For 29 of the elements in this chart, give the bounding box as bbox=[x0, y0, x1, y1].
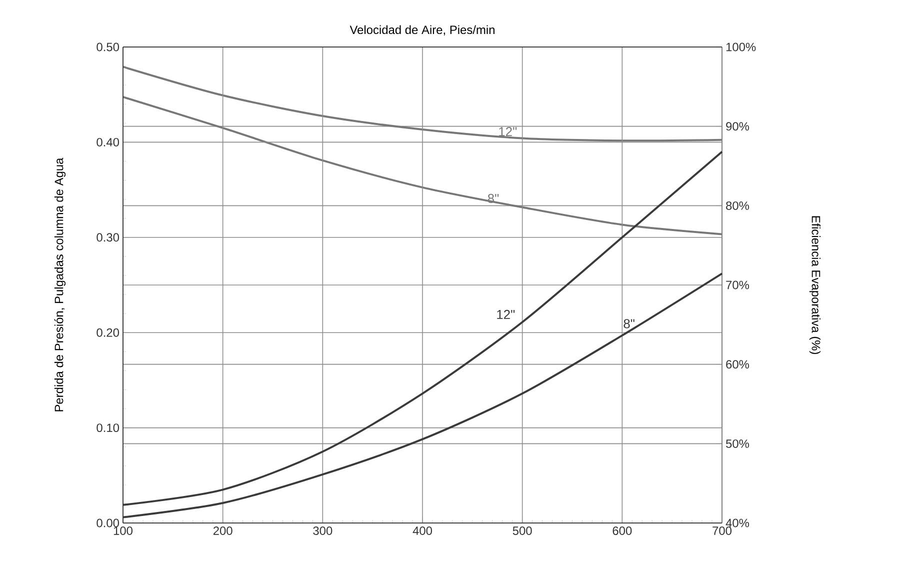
series-label: 8" bbox=[624, 319, 634, 328]
y2-tick-label: 70% bbox=[726, 280, 750, 290]
line-series bbox=[122, 96, 724, 236]
series-label: 12" bbox=[497, 310, 515, 319]
y-axis-title: Perdida de Presión, Pulgadas columna de Agua bbox=[54, 158, 66, 412]
series-label: 12" bbox=[499, 126, 517, 136]
y2-axis-title: Eficiencia Evaporativa (%) bbox=[809, 216, 821, 354]
y2-tick-label: 80% bbox=[726, 201, 750, 210]
y-tick-label: 0.10 bbox=[96, 424, 120, 432]
y2-tick-label: 90% bbox=[726, 122, 750, 131]
y-tick-label: 0.50 bbox=[96, 42, 120, 52]
x-tick-label: 200 bbox=[213, 526, 232, 535]
y2-tick-label: 100% bbox=[726, 42, 756, 52]
x-axis-title: Velocidad de Aire, Pies/min bbox=[350, 25, 494, 36]
line-series bbox=[122, 150, 724, 506]
y-tick-label: 0.40 bbox=[96, 138, 120, 146]
x-tick-label: 600 bbox=[612, 526, 632, 535]
y-tick-label: 0.30 bbox=[96, 233, 120, 242]
x-tick-label: 700 bbox=[712, 526, 732, 535]
y-tick-label: 0.20 bbox=[96, 328, 120, 337]
y2-tick-label: 60% bbox=[726, 360, 750, 369]
x-tick-label: 300 bbox=[313, 526, 332, 535]
x-tick-label: 500 bbox=[512, 526, 532, 535]
x-tick-label: 400 bbox=[412, 526, 432, 535]
y2-tick-label: 40% bbox=[726, 518, 750, 528]
y-tick-label: 0.00 bbox=[96, 518, 120, 528]
line-series bbox=[122, 272, 724, 518]
y2-tick-label: 50% bbox=[726, 439, 750, 448]
x-tick-label: 100 bbox=[114, 526, 133, 535]
